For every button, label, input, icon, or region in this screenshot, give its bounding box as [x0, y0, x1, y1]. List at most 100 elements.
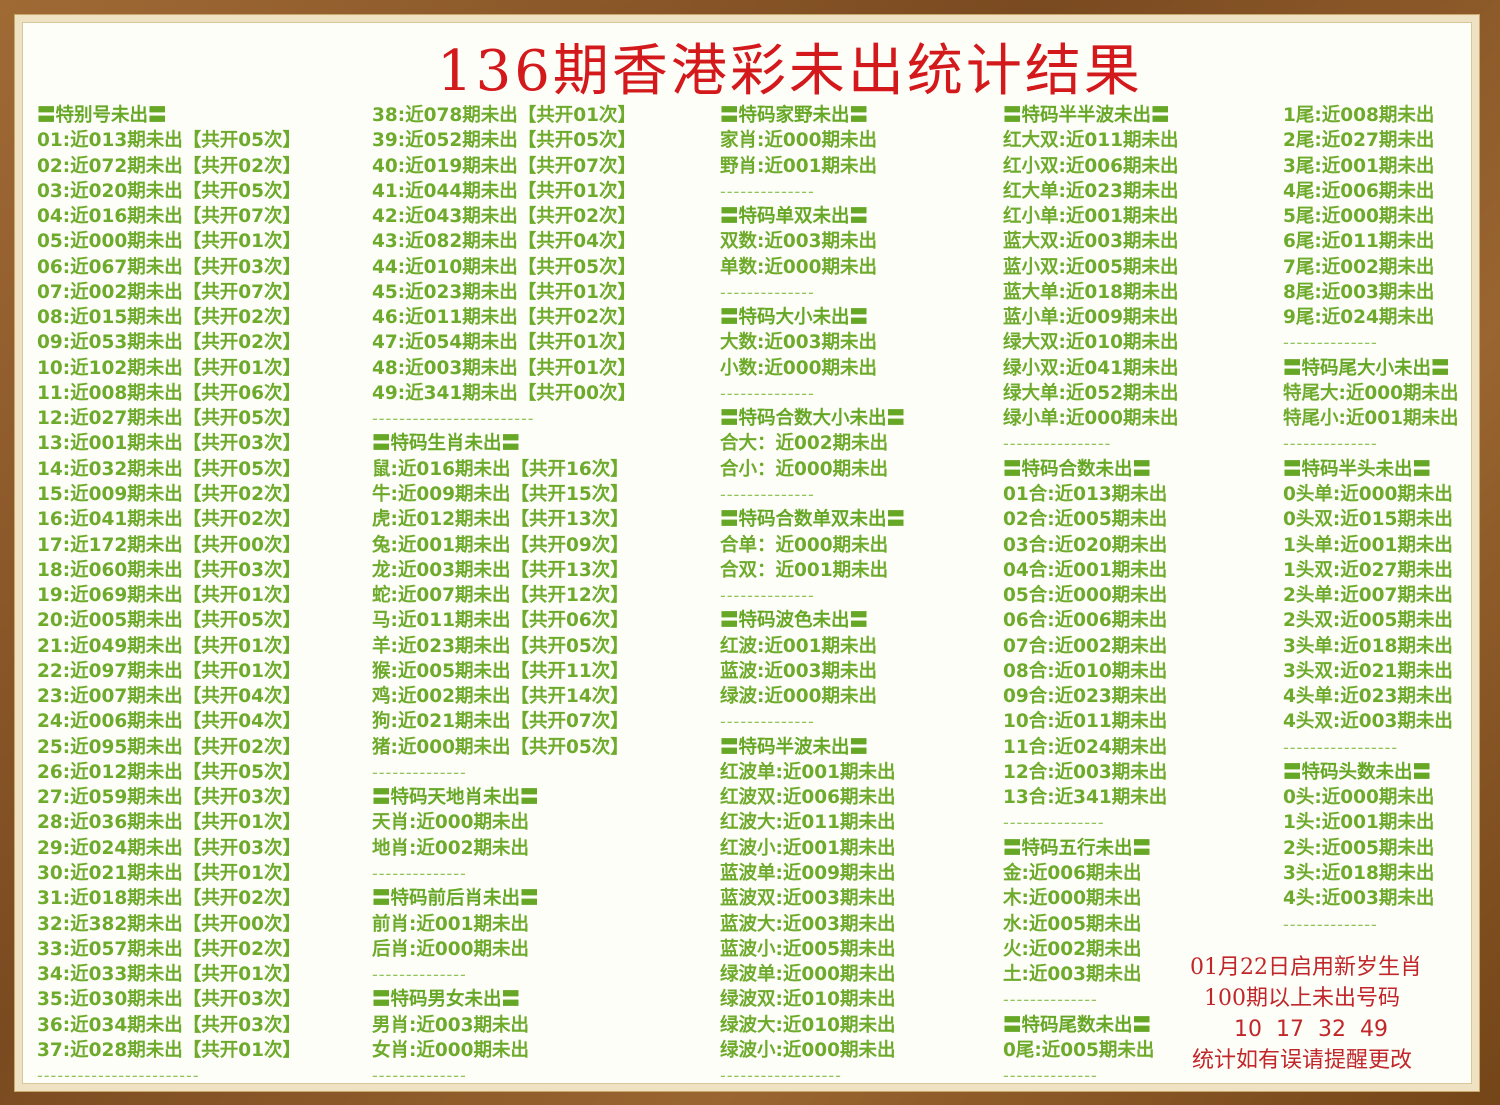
list-item: 32:近382期未出【共开00次】 [37, 913, 302, 935]
list-item: 4头:近003期未出 [1283, 888, 1435, 910]
list-item: 13:近001期未出【共开03次】 [37, 433, 302, 455]
list-item: 绿波小:近000期未出 [720, 1039, 896, 1061]
list-item: 绿波双:近010期未出 [720, 989, 896, 1011]
section-header: 〓特码天地肖未出〓 [372, 787, 539, 809]
list-item: 4头单:近023期未出 [1283, 686, 1453, 708]
list-item: 猴:近005期未出【共开11次】 [372, 660, 629, 682]
list-item: 合双：近001期未出 [720, 559, 889, 581]
list-item: 45:近023期未出【共开01次】 [372, 281, 637, 303]
section-header: 〓特码合数单双未出〓 [720, 509, 906, 531]
list-item: 06:近067期未出【共开03次】 [37, 256, 302, 278]
list-item: 鸡:近002期未出【共开14次】 [372, 686, 629, 708]
list-item: 13合:近341期未出 [1003, 787, 1168, 809]
list-item: 4尾:近006期未出 [1283, 180, 1435, 202]
list-item: 48:近003期未出【共开01次】 [372, 357, 637, 379]
list-item: 3头单:近018期未出 [1283, 635, 1453, 657]
list-item: 绿小单:近000期未出 [1003, 408, 1179, 430]
list-item: 14:近032期未出【共开05次】 [37, 458, 302, 480]
list-item: 红小单:近001期未出 [1003, 206, 1179, 228]
list-item: 29:近024期未出【共开03次】 [37, 837, 302, 859]
list-item: 5尾:近000期未出 [1283, 206, 1435, 228]
list-item: 15:近009期未出【共开02次】 [37, 483, 302, 505]
list-item: 羊:近023期未出【共开05次】 [372, 635, 629, 657]
list-item: 红波小:近001期未出 [720, 837, 896, 859]
list-item: 蓝波双:近003期未出 [720, 888, 896, 910]
list-item: 12合:近003期未出 [1003, 761, 1168, 783]
list-item: 01合:近013期未出 [1003, 483, 1168, 505]
list-item: 绿大单:近052期未出 [1003, 382, 1179, 404]
list-item: 木:近000期未出 [1003, 888, 1142, 910]
list-item: 05:近000期未出【共开01次】 [37, 231, 302, 253]
list-item: 牛:近009期未出【共开15次】 [372, 483, 629, 505]
list-item: 28:近036期未出【共开01次】 [37, 812, 302, 834]
stats-sheet [22, 22, 1472, 1084]
list-item: 9尾:近024期未出 [1283, 307, 1435, 329]
footnote: 01月22日启用新岁生肖 100期以上未出号码 10 17 32 49 统计如有… [1180, 952, 1480, 1076]
list-item: 16:近041期未出【共开02次】 [37, 509, 302, 531]
section-divider: ------------------------ [372, 409, 535, 429]
list-item: 10:近102期未出【共开01次】 [37, 357, 302, 379]
list-item: 06合:近006期未出 [1003, 610, 1168, 632]
list-item: 02合:近005期未出 [1003, 509, 1168, 531]
list-item: 18:近060期未出【共开03次】 [37, 559, 302, 581]
section-divider: ------------------------ [37, 1066, 200, 1086]
list-item: 8尾:近003期未出 [1283, 281, 1435, 303]
list-item: 特尾大:近000期未出 [1283, 382, 1459, 404]
list-item: 21:近049期未出【共开01次】 [37, 635, 302, 657]
section-divider: -------------- [1283, 434, 1378, 454]
list-item: 31:近018期未出【共开02次】 [37, 888, 302, 910]
list-item: 2头:近005期未出 [1283, 837, 1435, 859]
list-item: 后肖:近000期未出 [372, 938, 530, 960]
section-header: 〓特码男女未出〓 [372, 989, 521, 1011]
column-special-numbers: 〓特别号未出〓 01:近013期未出【共开05次】 02:近072期未出【共开02次… [37, 103, 301, 1088]
list-item: 7尾:近002期未出 [1283, 256, 1435, 278]
list-item: 24:近006期未出【共开04次】 [37, 711, 302, 733]
list-item: 03合:近020期未出 [1003, 534, 1168, 556]
list-item: 08合:近010期未出 [1003, 660, 1168, 682]
list-item: 07合:近002期未出 [1003, 635, 1168, 657]
section-header: 〓特码半头未出〓 [1283, 458, 1432, 480]
section-header: 〓特码大小未出〓 [720, 307, 869, 329]
list-item: 33:近057期未出【共开02次】 [37, 938, 302, 960]
list-item: 04:近016期未出【共开07次】 [37, 206, 302, 228]
list-item: 双数:近003期未出 [720, 231, 878, 253]
section-divider: -------------- [720, 586, 815, 606]
section-divider: ------------------ [720, 1066, 842, 1086]
list-item: 1头:近001期未出 [1283, 812, 1435, 834]
section-header: 〓特码单双未出〓 [720, 206, 869, 228]
list-item: 30:近021期未出【共开01次】 [37, 862, 302, 884]
section-divider: -------------- [372, 863, 467, 883]
list-item: 20:近005期未出【共开05次】 [37, 610, 302, 632]
list-item: 49:近341期未出【共开00次】 [372, 382, 637, 404]
list-item: 27:近059期未出【共开03次】 [37, 787, 302, 809]
list-item: 大数:近003期未出 [720, 332, 878, 354]
list-item: 女肖:近000期未出 [372, 1039, 530, 1061]
list-item: 36:近034期未出【共开03次】 [37, 1014, 302, 1036]
list-item: 05合:近000期未出 [1003, 585, 1168, 607]
list-item: 09:近053期未出【共开02次】 [37, 332, 302, 354]
list-item: 19:近069期未出【共开01次】 [37, 585, 302, 607]
list-item: 23:近007期未出【共开04次】 [37, 686, 302, 708]
list-item: 25:近095期未出【共开02次】 [37, 736, 302, 758]
list-item: 40:近019期未出【共开07次】 [372, 155, 637, 177]
section-header: 〓特码合数未出〓 [1003, 458, 1152, 480]
list-item: 04合:近001期未出 [1003, 559, 1168, 581]
list-item: 2头单:近007期未出 [1283, 585, 1453, 607]
note-new-zodiac-date: 01月22日启用新岁生肖 [1190, 955, 1422, 980]
list-item: 01:近013期未出【共开05次】 [37, 130, 302, 152]
list-item: 47:近054期未出【共开01次】 [372, 332, 637, 354]
list-item: 蓝波单:近009期未出 [720, 862, 896, 884]
list-item: 红波:近001期未出 [720, 635, 878, 657]
section-header: 〓特码前后肖未出〓 [372, 888, 539, 910]
list-item: 金:近006期未出 [1003, 862, 1142, 884]
section-header: 〓特码生肖未出〓 [372, 433, 521, 455]
list-item: 43:近082期未出【共开04次】 [372, 231, 637, 253]
list-item: 0头单:近000期未出 [1283, 483, 1453, 505]
list-item: 单数:近000期未出 [720, 256, 878, 278]
list-item: 2头双:近005期未出 [1283, 610, 1453, 632]
section-divider: -------------- [372, 965, 467, 985]
list-item: 2尾:近027期未出 [1283, 130, 1435, 152]
section-header: 〓特码尾大小未出〓 [1283, 357, 1450, 379]
section-divider: -------------- [1283, 333, 1378, 353]
list-item: 男肖:近003期未出 [372, 1014, 530, 1036]
